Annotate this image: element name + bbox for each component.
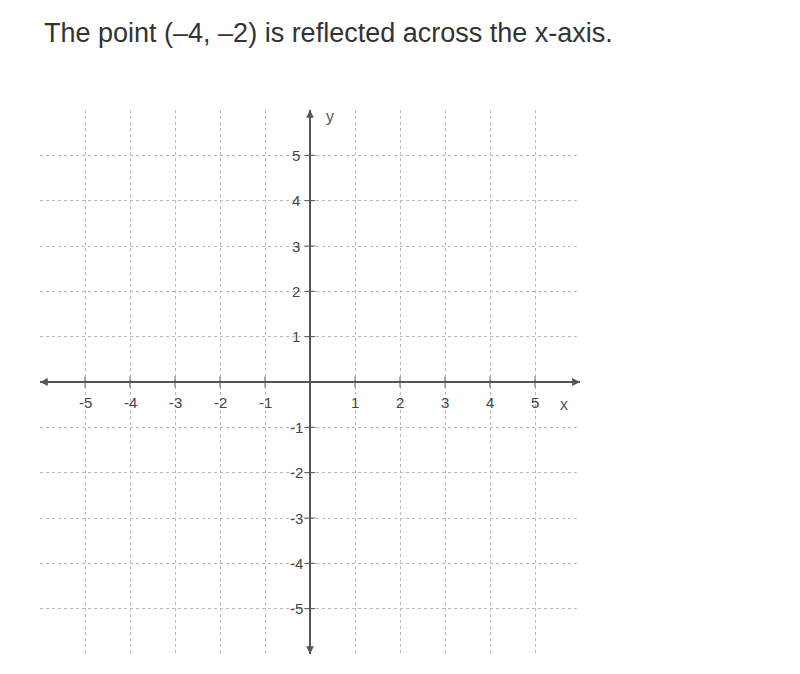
svg-text:2: 2: [292, 283, 300, 300]
svg-text:The point (–4, –2) is reflecte: The point (–4, –2) is reflected across t…: [44, 18, 613, 48]
svg-text:y: y: [326, 108, 334, 125]
svg-text:-5: -5: [79, 394, 92, 411]
svg-text:x: x: [560, 396, 568, 413]
svg-text:1: 1: [351, 394, 359, 411]
svg-text:5: 5: [292, 147, 300, 164]
svg-text:-1: -1: [290, 419, 303, 436]
svg-text:5: 5: [531, 394, 539, 411]
svg-text:-2: -2: [290, 464, 303, 481]
svg-text:-4: -4: [124, 394, 137, 411]
svg-text:-2: -2: [214, 394, 227, 411]
svg-text:3: 3: [441, 394, 449, 411]
svg-text:-1: -1: [259, 394, 272, 411]
svg-text:-3: -3: [290, 510, 303, 527]
svg-text:-3: -3: [169, 394, 182, 411]
svg-text:1: 1: [292, 328, 300, 345]
svg-text:-4: -4: [290, 555, 303, 572]
svg-text:2: 2: [396, 394, 404, 411]
svg-text:4: 4: [486, 394, 494, 411]
svg-text:3: 3: [292, 238, 300, 255]
svg-text:-5: -5: [290, 600, 303, 617]
svg-text:4: 4: [292, 192, 300, 209]
